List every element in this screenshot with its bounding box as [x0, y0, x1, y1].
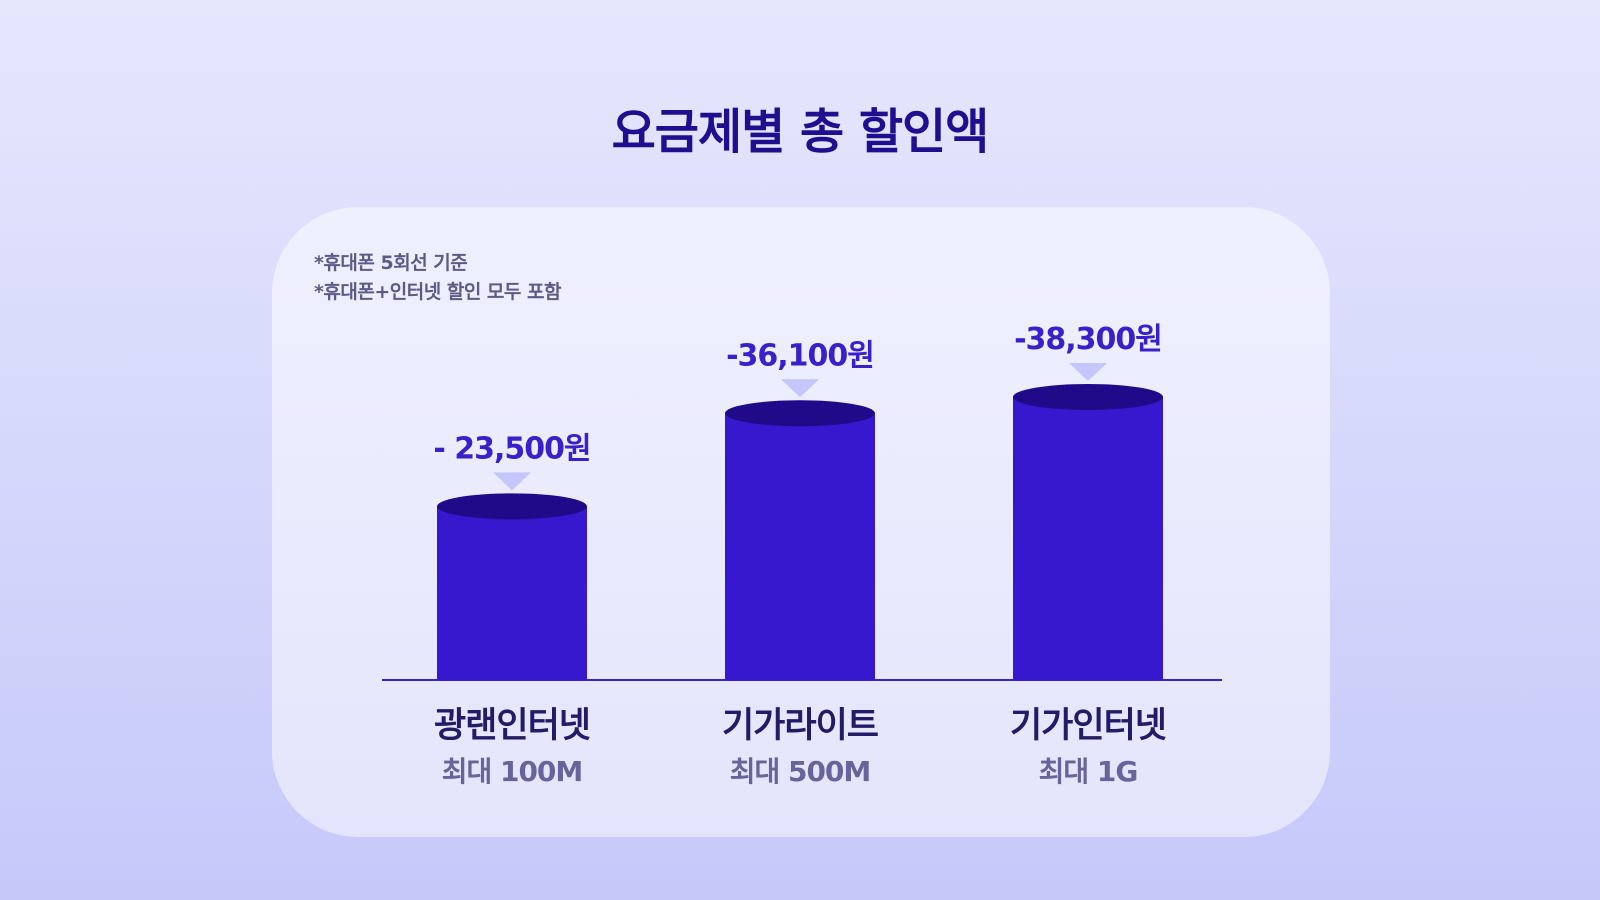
value-label: -38,300원: [1014, 322, 1162, 357]
category-name: 기가인터넷: [1009, 706, 1167, 746]
bar-top: [437, 493, 587, 520]
chart-notes: *휴대폰 5회선 기준 *휴대폰+인터넷 할인 모두 포함: [314, 249, 561, 307]
bar-1: - 23,500원: [433, 431, 592, 680]
value-pointer: [493, 472, 531, 491]
bar-body: [725, 413, 875, 680]
value-label: -36,100원: [726, 338, 874, 373]
note-line: *휴대폰 5회선 기준: [314, 252, 468, 274]
category-sub: 최대 1G: [1038, 755, 1139, 788]
chart-card: *휴대폰 5회선 기준 *휴대폰+인터넷 할인 모두 포함 - 23,500원 -…: [272, 207, 1330, 837]
bar-top: [725, 400, 875, 427]
category-name: 광랜인터넷: [433, 706, 591, 746]
category-name: 기가라이트: [721, 706, 879, 746]
bar-top: [1013, 384, 1163, 410]
bar-2: -36,100원: [725, 338, 875, 680]
bar-body: [437, 506, 587, 680]
value-pointer: [1069, 363, 1107, 381]
category-sub: 최대 500M: [729, 755, 872, 788]
note-line: *휴대폰+인터넷 할인 모두 포함: [314, 281, 561, 303]
bar-3: -38,300원: [1013, 322, 1163, 680]
category-sub: 최대 100M: [441, 755, 584, 788]
bar-chart: - 23,500원 -36,100원 -38,300원: [382, 322, 1222, 681]
page-title: 요금제별 총 할인액: [611, 104, 990, 160]
value-label: - 23,500원: [433, 431, 590, 466]
bar-body: [1013, 397, 1163, 680]
value-pointer: [781, 379, 819, 398]
